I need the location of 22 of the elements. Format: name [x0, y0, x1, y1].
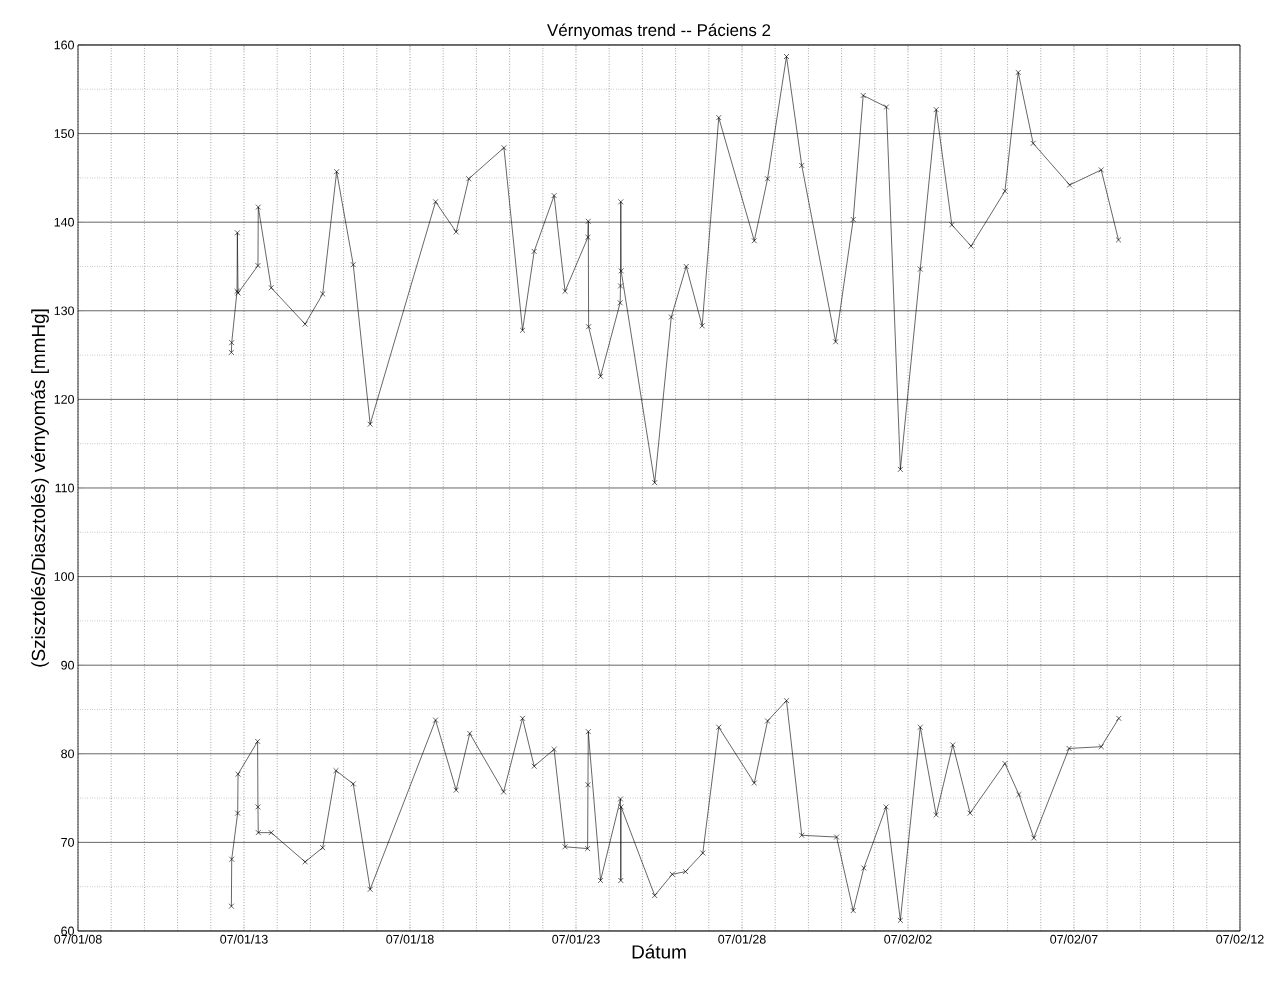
y-tick-label: 90	[61, 660, 74, 670]
y-tick-label: 100	[54, 572, 74, 581]
y-tick-label: 80	[61, 749, 74, 759]
y-tick-label: 110	[55, 483, 74, 493]
y-tick-label: 130	[54, 306, 74, 316]
x-axis-title: Dátum	[632, 944, 686, 959]
y-axis-title: (Szisztolés/Diasztolés) vérnyomás [mmHg]	[31, 309, 49, 667]
chart-title: Vérnyomas trend -- Páciens 2	[547, 23, 771, 40]
x-tick-label: 07/01/18	[386, 934, 434, 944]
y-tick-label: 120	[54, 394, 74, 404]
x-tick-label: 07/01/13	[220, 934, 268, 944]
x-tick-label: 07/02/07	[1050, 934, 1098, 944]
y-tick-label: 160	[54, 40, 74, 50]
y-tick-label: 60	[61, 926, 74, 936]
x-tick-label: 07/01/08	[54, 934, 102, 944]
y-tick-label: 150	[54, 129, 74, 138]
y-tick-label: 70	[61, 837, 74, 847]
x-tick-label: 07/02/02	[884, 934, 932, 944]
x-tick-label: 07/01/23	[552, 934, 600, 944]
y-tick-label: 140	[54, 217, 74, 227]
x-tick-label: 07/01/28	[718, 934, 766, 944]
x-tick-label: 07/02/12	[1216, 934, 1264, 944]
